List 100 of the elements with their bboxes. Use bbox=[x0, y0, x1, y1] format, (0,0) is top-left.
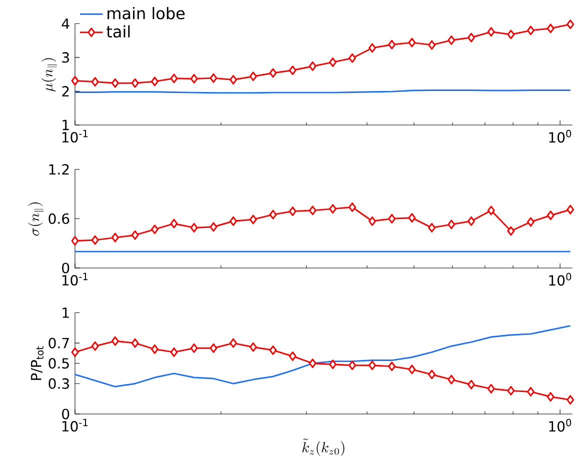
point bbox=[210, 343, 218, 353]
point bbox=[408, 364, 416, 374]
y-tick-label: 0.3 bbox=[48, 378, 69, 389]
point bbox=[71, 347, 79, 357]
point bbox=[507, 226, 515, 236]
point bbox=[546, 392, 554, 402]
point bbox=[546, 24, 554, 34]
point bbox=[388, 214, 396, 224]
point bbox=[131, 78, 139, 88]
point bbox=[368, 216, 376, 226]
point bbox=[269, 210, 277, 220]
x-axis-title: $\tilde{k}_z(k_{z0})$ bbox=[302, 438, 344, 456]
point bbox=[546, 210, 554, 220]
point bbox=[249, 72, 257, 82]
x-tick-label: 10$^{-1}$ bbox=[62, 272, 88, 286]
point bbox=[329, 360, 337, 370]
y-tick-label: 1 bbox=[62, 120, 69, 130]
point bbox=[388, 362, 396, 372]
point bbox=[111, 232, 119, 242]
point bbox=[487, 384, 495, 394]
point bbox=[150, 224, 158, 234]
y-tick-label: 0 bbox=[62, 262, 70, 274]
point bbox=[329, 57, 337, 67]
point bbox=[249, 214, 257, 224]
point bbox=[566, 204, 574, 214]
point bbox=[408, 213, 416, 223]
point bbox=[210, 222, 218, 232]
x-tick-label: 10$^{0}$ bbox=[549, 130, 572, 143]
point bbox=[566, 20, 574, 30]
point bbox=[230, 338, 238, 348]
point bbox=[308, 61, 316, 71]
x-tick-label: 10$^{-1}$ bbox=[62, 418, 88, 432]
point bbox=[348, 360, 356, 370]
point bbox=[91, 341, 99, 351]
y-axis-title: $\mu(n_\parallel)$ bbox=[41, 58, 57, 92]
point bbox=[71, 76, 79, 86]
point bbox=[150, 76, 158, 86]
point bbox=[288, 352, 296, 361]
point bbox=[91, 235, 99, 245]
y-axis-title: $\sigma(n_\parallel)$ bbox=[28, 202, 44, 236]
point bbox=[329, 204, 337, 214]
x-tick-label: 10$^{0}$ bbox=[549, 272, 572, 286]
point bbox=[210, 73, 218, 83]
point bbox=[526, 386, 534, 396]
point bbox=[526, 26, 534, 36]
point bbox=[428, 222, 436, 232]
y-tick-label: 3 bbox=[62, 52, 69, 63]
point bbox=[526, 217, 534, 227]
point bbox=[269, 68, 277, 78]
point bbox=[111, 78, 119, 88]
point bbox=[71, 236, 79, 246]
point bbox=[269, 345, 277, 355]
y-tick-label: 4 bbox=[62, 18, 70, 29]
point bbox=[170, 74, 178, 84]
point bbox=[230, 216, 238, 226]
point bbox=[388, 40, 396, 50]
point bbox=[308, 358, 316, 368]
y-tick-label: 0.7 bbox=[48, 338, 69, 348]
y-tick-label: 0.6 bbox=[48, 213, 70, 224]
y-tick-label: 1.2 bbox=[49, 164, 69, 175]
point bbox=[428, 40, 436, 50]
point bbox=[170, 347, 178, 357]
point bbox=[131, 338, 139, 348]
legend-label: tail bbox=[106, 25, 130, 38]
point bbox=[190, 343, 198, 353]
point bbox=[111, 336, 119, 346]
point bbox=[487, 206, 495, 216]
point bbox=[249, 342, 257, 352]
point bbox=[468, 216, 475, 226]
point bbox=[566, 395, 574, 405]
point bbox=[468, 32, 475, 42]
y-tick-label: 2 bbox=[62, 86, 69, 96]
point bbox=[170, 218, 178, 228]
point bbox=[428, 370, 436, 380]
point bbox=[150, 344, 158, 354]
x-tick-label: 10$^{0}$ bbox=[549, 418, 572, 432]
point bbox=[288, 206, 296, 216]
y-tick-label: 0 bbox=[62, 408, 70, 420]
point bbox=[230, 75, 238, 84]
point bbox=[368, 360, 376, 370]
point bbox=[190, 74, 198, 84]
point bbox=[190, 222, 198, 232]
point bbox=[348, 53, 356, 63]
point bbox=[507, 30, 515, 40]
point bbox=[91, 77, 99, 86]
point bbox=[408, 38, 416, 48]
point bbox=[288, 66, 296, 76]
y-tick-label: 1 bbox=[62, 308, 69, 318]
x-tick-label: 10$^{-1}$ bbox=[62, 130, 88, 143]
legend-label: main lobe bbox=[108, 6, 185, 20]
point bbox=[448, 35, 456, 45]
point bbox=[448, 220, 456, 230]
point bbox=[131, 230, 139, 240]
point bbox=[348, 202, 356, 212]
point bbox=[448, 374, 456, 384]
y-axis-title: P/P$_{tot}$ bbox=[31, 346, 44, 380]
point bbox=[308, 206, 316, 216]
point bbox=[507, 386, 515, 396]
point bbox=[368, 43, 376, 53]
y-tick-label: 0.5 bbox=[48, 358, 69, 369]
